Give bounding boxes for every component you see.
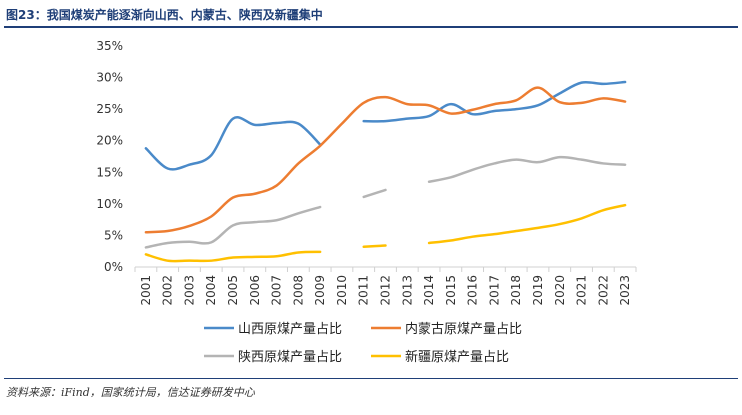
x-tick-label: 2007	[270, 275, 284, 306]
source-note: 资料来源：iFind，国家统计局，信达证券研发中心	[6, 386, 255, 399]
x-tick-label: 2010	[335, 275, 349, 306]
title-rule	[4, 26, 738, 28]
y-tick-label: 20%	[96, 134, 123, 148]
series-line	[144, 205, 322, 249]
y-tick-label: 25%	[96, 102, 123, 116]
series-line	[362, 80, 627, 123]
x-tick-label: 2009	[313, 275, 327, 306]
x-tick-label: 2020	[553, 275, 567, 306]
x-tick-label: 2016	[466, 275, 480, 306]
series-line	[144, 250, 322, 263]
y-tick-label: 35%	[96, 39, 123, 53]
x-tick-label: 2023	[618, 275, 632, 306]
source-rule	[4, 378, 738, 379]
x-tick-label: 2022	[596, 275, 610, 306]
legend-label: 内蒙古原煤产量占比	[405, 321, 522, 337]
chart-title: 图23：我国煤炭产能逐渐向山西、内蒙古、陕西及新疆集中	[6, 8, 323, 22]
series-line	[427, 203, 627, 245]
x-tick-label: 2006	[248, 275, 262, 306]
y-tick-label: 10%	[96, 197, 123, 211]
legend-label: 陕西原煤产量占比	[238, 350, 342, 365]
series-line	[427, 155, 627, 184]
x-tick-label: 2008	[291, 275, 305, 306]
x-tick-label: 2019	[531, 275, 545, 306]
x-tick-label: 2011	[357, 275, 371, 306]
y-tick-label: 30%	[96, 71, 123, 85]
x-tick-label: 2015	[444, 275, 458, 306]
series-line	[144, 86, 627, 234]
x-tick-label: 2002	[161, 275, 175, 306]
x-tick-label: 2017	[487, 275, 501, 306]
series-line	[144, 116, 322, 171]
legend-label: 新疆原煤产量占比	[405, 349, 509, 365]
legend-label: 山西原煤产量占比	[238, 322, 342, 337]
x-tick-label: 2012	[379, 275, 393, 306]
x-tick-label: 2018	[509, 275, 523, 306]
x-tick-label: 2003	[182, 275, 196, 306]
series-line	[362, 244, 387, 249]
y-tick-label: 5%	[104, 228, 123, 242]
y-tick-label: 15%	[96, 165, 123, 179]
x-tick-label: 2004	[204, 275, 218, 306]
x-tick-label: 2001	[139, 275, 153, 306]
series-line	[362, 188, 387, 199]
x-tick-label: 2014	[422, 275, 436, 306]
y-tick-label: 0%	[104, 260, 123, 274]
x-tick-label: 2005	[226, 275, 240, 306]
x-tick-label: 2013	[400, 275, 414, 306]
x-tick-label: 2021	[575, 275, 589, 306]
